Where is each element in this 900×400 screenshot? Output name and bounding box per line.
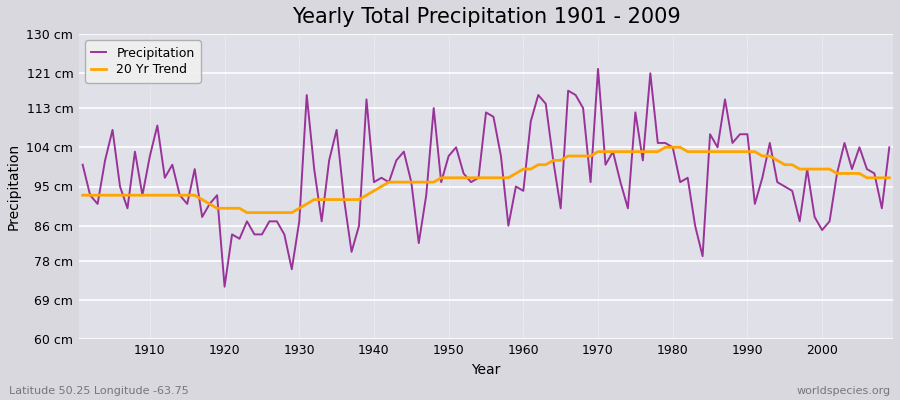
Precipitation [884,145,895,150]
Precipitation [354,223,364,228]
Legend: Precipitation, 20 Yr Trend: Precipitation, 20 Yr Trend [86,40,201,82]
Line: 20 Yr Trend: 20 Yr Trend [83,147,889,213]
Precipitation [518,188,528,193]
20 Yr Trend [77,193,88,198]
Y-axis label: Precipitation: Precipitation [7,143,21,230]
20 Yr Trend [660,145,670,150]
Precipitation [220,284,230,289]
Precipitation [77,162,88,167]
20 Yr Trend [526,167,536,172]
20 Yr Trend [354,197,364,202]
Text: Latitude 50.25 Longitude -63.75: Latitude 50.25 Longitude -63.75 [9,386,189,396]
Line: Precipitation: Precipitation [83,69,889,287]
Title: Yearly Total Precipitation 1901 - 2009: Yearly Total Precipitation 1901 - 2009 [292,7,680,27]
20 Yr Trend [518,167,528,172]
Precipitation [526,119,536,124]
Precipitation [592,66,603,71]
Precipitation [137,193,148,198]
X-axis label: Year: Year [472,363,500,377]
20 Yr Trend [309,197,320,202]
Precipitation [623,206,634,211]
20 Yr Trend [884,175,895,180]
Precipitation [309,167,320,172]
20 Yr Trend [241,210,252,215]
Text: worldspecies.org: worldspecies.org [796,386,891,396]
20 Yr Trend [137,193,148,198]
20 Yr Trend [615,149,626,154]
